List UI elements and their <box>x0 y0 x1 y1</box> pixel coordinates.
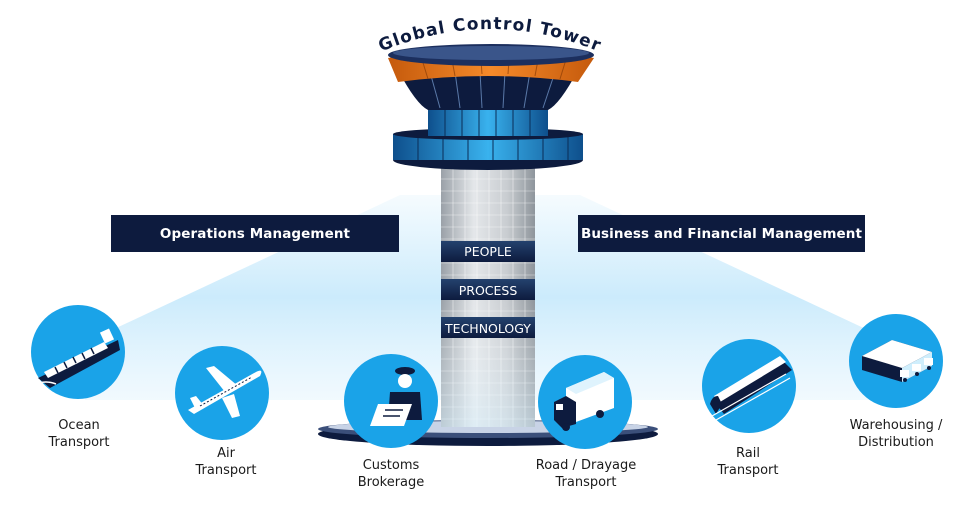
operations-management-banner: Operations Management <box>111 215 399 252</box>
label-line: Road / Drayage <box>535 458 637 473</box>
ship-icon <box>31 305 125 399</box>
label-rail-transport: Rail Transport <box>678 445 818 479</box>
label-line: Distribution <box>858 435 934 450</box>
label-line: Transport <box>555 475 617 490</box>
band-technology-label: TECHNOLOGY <box>445 320 531 336</box>
band-process <box>441 279 535 300</box>
cab-glass <box>428 106 548 136</box>
train-icon <box>702 339 796 433</box>
label-ocean-transport: Ocean Transport <box>9 417 149 451</box>
label-line: Transport <box>195 463 257 478</box>
label-line: Ocean <box>58 418 100 433</box>
label-line: Warehousing / <box>849 418 943 433</box>
label-line: Transport <box>717 463 779 478</box>
customs-officer-icon <box>344 354 438 448</box>
label-line: Brokerage <box>357 475 425 490</box>
label-line: Air <box>217 446 235 461</box>
tower-crown <box>398 70 578 110</box>
truck-icon <box>538 355 632 449</box>
tower-bands <box>441 241 535 338</box>
service-icons <box>31 305 943 449</box>
label-road-drayage: Road / Drayage Transport <box>516 457 656 491</box>
label-line: Customs <box>362 458 420 473</box>
band-people-label: PEOPLE <box>464 243 512 259</box>
band-people <box>441 241 535 262</box>
band-process-label: PROCESS <box>458 282 518 298</box>
label-line: Rail <box>736 446 760 461</box>
label-air-transport: Air Transport <box>156 445 296 479</box>
warehouse-icon <box>849 314 943 408</box>
band-technology <box>441 317 535 338</box>
label-line: Transport <box>48 435 110 450</box>
label-customs-brokerage: Customs Brokerage <box>321 457 461 491</box>
airplane-icon <box>175 346 269 440</box>
label-warehousing: Warehousing / Distribution <box>826 417 966 451</box>
business-financial-banner: Business and Financial Management <box>578 215 865 252</box>
